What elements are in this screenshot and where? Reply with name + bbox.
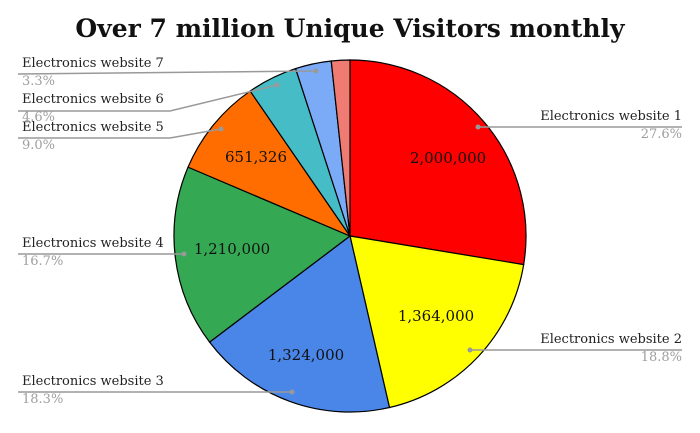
pie-slice-4 <box>173 166 352 343</box>
leader-line-w6 <box>18 84 278 112</box>
label-website-7: Electronics website 7 <box>22 56 164 71</box>
value-website-4: 1,210,000 <box>193 240 271 258</box>
label-website-4: Electronics website 4 <box>22 236 164 251</box>
value-website-2: 1,364,000 <box>397 307 475 325</box>
percent-website-2: 18.8% <box>640 350 682 365</box>
label-website-1: Electronics website 1 <box>540 109 682 124</box>
leader-line-w5 <box>18 128 222 139</box>
percent-website-1: 27.6% <box>640 127 682 142</box>
label-website-6: Electronics website 6 <box>22 92 164 107</box>
label-website-3: Electronics website 3 <box>22 374 164 389</box>
value-website-3: 1,324,000 <box>267 346 345 364</box>
value-website-5: 651,326 <box>224 148 288 166</box>
percent-website-7: 3.3% <box>22 74 56 89</box>
pie-slice-8 <box>330 59 351 237</box>
percent-website-5: 9.0% <box>22 138 56 153</box>
percent-website-4: 16.7% <box>22 254 64 269</box>
leader-line-w7 <box>17 70 317 75</box>
pie-slice-1 <box>349 59 527 266</box>
chart-title: Over 7 million Unique Visitors monthly <box>75 14 625 43</box>
pie-slice-5 <box>187 90 352 238</box>
percent-website-3: 18.3% <box>22 392 64 407</box>
value-website-1: 2,000,000 <box>409 149 487 167</box>
label-website-5: Electronics website 5 <box>22 120 164 135</box>
percent-website-6: 4.6% <box>22 110 56 125</box>
pie-slice-2 <box>349 235 525 409</box>
pie-slice-3 <box>208 234 391 413</box>
label-website-2: Electronics website 2 <box>540 332 682 347</box>
